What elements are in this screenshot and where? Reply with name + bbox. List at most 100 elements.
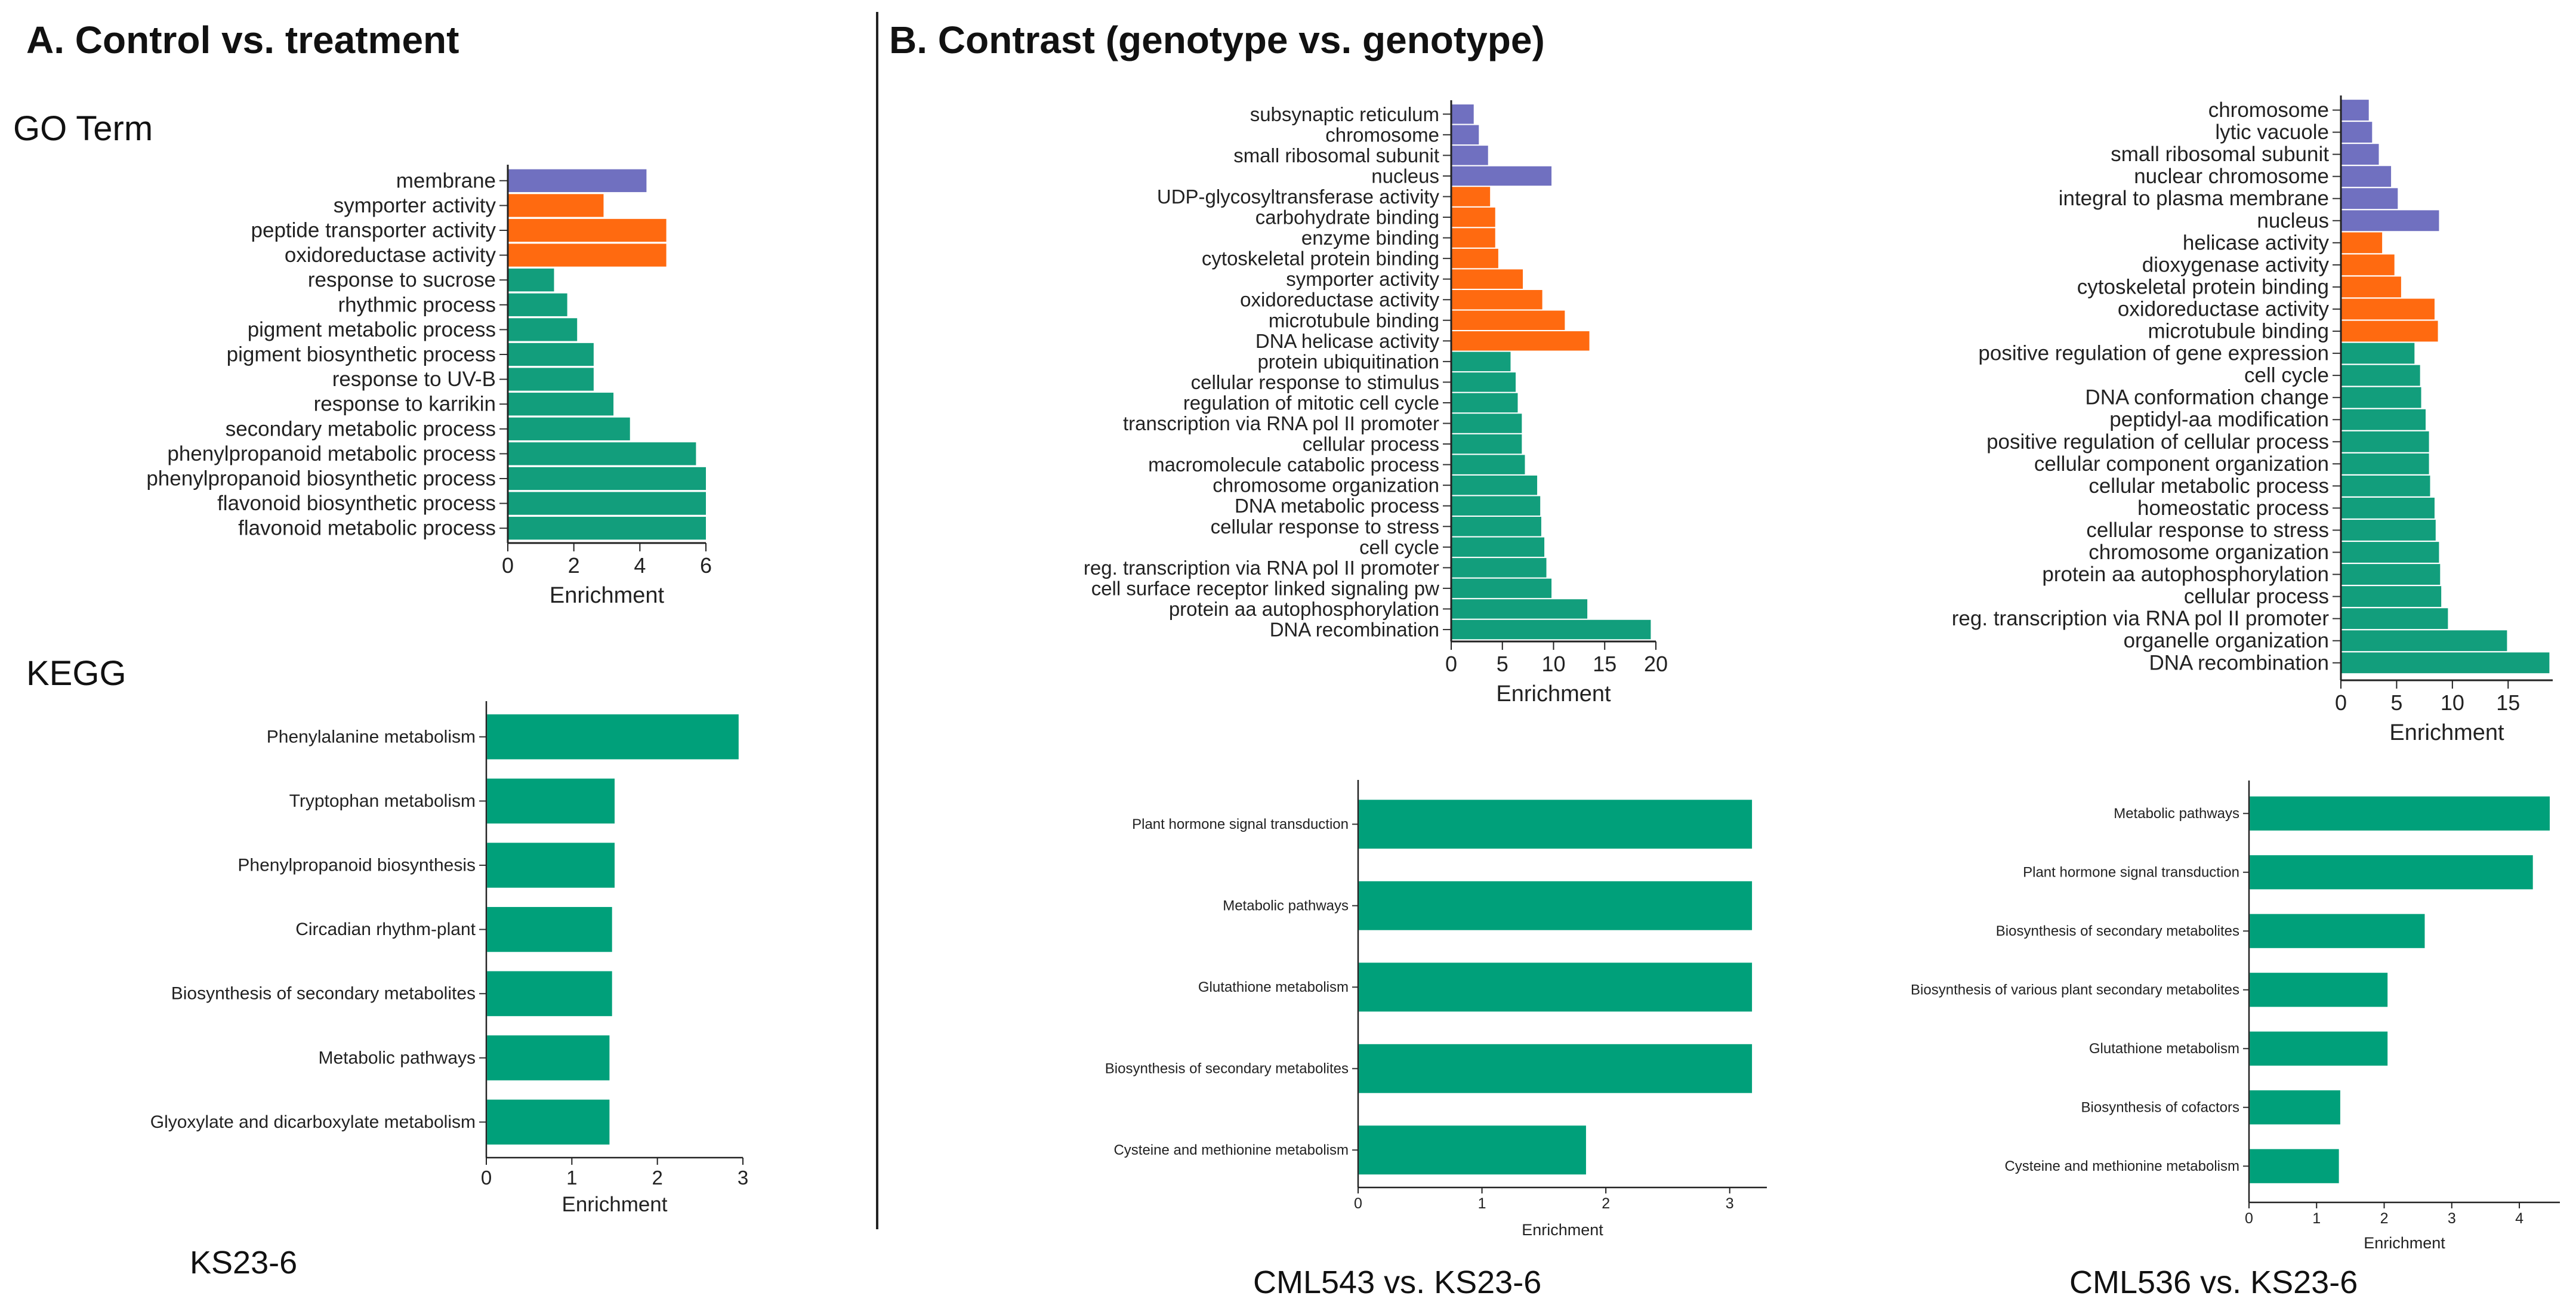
bar-go_b1-23 (1452, 578, 1552, 599)
bar-kegg_b2-1 (2250, 855, 2533, 890)
bar-go_a-5 (508, 293, 567, 316)
x-tick-label-go_a-2: 4 (634, 553, 646, 578)
bar-go_b2-9 (2341, 298, 2435, 320)
panel-b-title: B. Contrast (genotype vs. genotype) (889, 18, 1545, 61)
bar-go_b1-4 (1452, 187, 1491, 206)
category-label-go_b1-19: DNA metabolic process (1235, 495, 1439, 517)
category-label-kegg_a-0: Phenylalanine metabolism (267, 727, 476, 747)
bar-go_b1-8 (1452, 269, 1523, 289)
bar-go_a-11 (508, 442, 696, 465)
category-label-go_b2-2: small ribosomal subunit (2111, 143, 2329, 166)
category-label-go_b1-12: protein ubiquitination (1257, 350, 1439, 372)
category-label-go_b2-9: oxidoreductase activity (2118, 297, 2330, 320)
category-label-go_a-1: symporter activity (334, 194, 496, 217)
bar-kegg_a-1 (487, 778, 615, 824)
bar-kegg_a-3 (487, 906, 612, 952)
category-label-kegg_b2-0: Metabolic pathways (2114, 806, 2239, 822)
x-tick-label-kegg_b2-3: 3 (2448, 1210, 2456, 1227)
x-tick-label-go_a-3: 6 (700, 553, 712, 578)
bar-go_a-8 (508, 368, 594, 391)
bar-go_b2-13 (2341, 387, 2421, 408)
bar-go_b1-17 (1452, 455, 1525, 474)
category-label-go_b1-18: chromosome organization (1213, 474, 1439, 496)
bar-go_a-4 (508, 269, 554, 292)
category-label-go_b2-18: homeostatic process (2137, 496, 2329, 520)
category-label-go_b1-21: cell cycle (1359, 536, 1439, 558)
bar-go_b2-14 (2341, 409, 2426, 430)
bar-go_b2-4 (2341, 188, 2398, 209)
x-tick-label-kegg_b2-1: 1 (2312, 1210, 2321, 1227)
category-label-go_b1-6: enzyme binding (1301, 227, 1439, 249)
bar-kegg_b1-1 (1359, 881, 1753, 930)
category-label-go_b1-0: subsynaptic reticulum (1250, 103, 1439, 125)
x-tick-label-go_b2-1: 5 (2390, 690, 2402, 715)
bar-go_b1-20 (1452, 517, 1541, 536)
bar-go_b1-18 (1452, 475, 1538, 495)
category-label-go_b2-25: DNA recombination (2149, 651, 2329, 674)
bar-go_a-0 (508, 169, 647, 192)
category-label-go_b2-1: lytic vacuole (2215, 121, 2329, 144)
category-label-go_a-10: secondary metabolic process (226, 417, 496, 440)
category-label-kegg_a-2: Phenylpropanoid biosynthesis (237, 856, 476, 875)
category-label-go_b1-24: protein aa autophosphorylation (1169, 598, 1439, 620)
x-tick-label-go_a-0: 0 (502, 553, 514, 578)
bar-go_b2-17 (2341, 475, 2430, 496)
bar-go_b2-8 (2341, 276, 2401, 298)
bar-go_a-9 (508, 393, 614, 416)
bar-go_b2-10 (2341, 320, 2438, 342)
category-label-kegg_b2-4: Glutathione metabolism (2089, 1041, 2239, 1057)
caption-ks23-6: KS23-6 (190, 1245, 298, 1281)
bar-go_b1-3 (1452, 166, 1552, 186)
bar-go_b2-5 (2341, 210, 2439, 232)
bar-go_b1-0 (1452, 104, 1474, 124)
bar-go_a-13 (508, 492, 706, 515)
bar-go_b2-0 (2341, 100, 2369, 121)
category-label-go_a-5: rhythmic process (338, 293, 496, 316)
bar-go_b1-11 (1452, 331, 1590, 351)
caption-cml543: CML543 vs. KS23-6 (1253, 1264, 1542, 1300)
bar-go_b2-15 (2341, 431, 2429, 452)
category-label-go_b2-11: positive regulation of gene expression (1978, 342, 2329, 365)
bar-go_b1-1 (1452, 125, 1479, 145)
category-label-go_b1-5: carbohydrate binding (1255, 206, 1439, 229)
category-label-go_b1-14: regulation of mitotic cell cycle (1183, 391, 1439, 414)
bar-kegg_b2-6 (2250, 1149, 2339, 1183)
category-label-go_a-12: phenylpropanoid biosynthetic process (146, 467, 496, 491)
x-tick-label-go_b2-3: 15 (2496, 690, 2520, 715)
category-label-go_b2-10: microtubule binding (2148, 320, 2329, 343)
category-label-go_b1-4: UDP-glycosyltransferase activity (1157, 186, 1440, 208)
x-tick-label-go_b1-1: 5 (1497, 652, 1508, 676)
category-label-go_a-0: membrane (396, 169, 496, 192)
bar-go_a-10 (508, 417, 630, 440)
bar-go_b1-24 (1452, 599, 1588, 619)
bar-go_b2-7 (2341, 254, 2395, 276)
category-label-go_b1-13: cellular response to stimulus (1191, 371, 1439, 393)
bar-go_a-2 (508, 218, 667, 242)
category-label-go_b2-14: peptidyl-aa modification (2109, 408, 2329, 431)
bar-go_b1-19 (1452, 496, 1541, 516)
bar-go_b1-10 (1452, 310, 1565, 331)
category-label-kegg_b1-3: Biosynthesis of secondary metabolites (1105, 1060, 1349, 1076)
category-label-go_b2-21: protein aa autophosphorylation (2042, 563, 2329, 586)
category-label-go_b1-3: nucleus (1371, 165, 1439, 187)
bar-go_b1-21 (1452, 537, 1545, 557)
category-label-go_b2-13: DNA conformation change (2085, 386, 2329, 409)
bar-kegg_b2-0 (2250, 796, 2550, 831)
category-label-kegg_b1-1: Metabolic pathways (1223, 897, 1349, 914)
bar-kegg_b1-4 (1359, 1125, 1586, 1175)
category-label-go_b1-1: chromosome (1325, 124, 1439, 146)
x-tick-label-kegg_a-0: 0 (481, 1167, 492, 1189)
category-label-kegg_b2-6: Cysteine and methionine metabolism (2004, 1158, 2239, 1174)
bar-kegg_b2-3 (2250, 973, 2388, 1007)
bar-go_b1-2 (1452, 146, 1488, 165)
category-label-go_b1-20: cellular response to stress (1211, 516, 1439, 538)
panel-divider (876, 12, 878, 1229)
bar-kegg_b2-2 (2250, 914, 2425, 948)
x-tick-label-go_a-1: 2 (568, 553, 580, 578)
category-label-go_b1-22: reg. transcription via RNA pol II promot… (1084, 557, 1439, 579)
category-label-go_b1-10: microtubule binding (1269, 309, 1439, 331)
